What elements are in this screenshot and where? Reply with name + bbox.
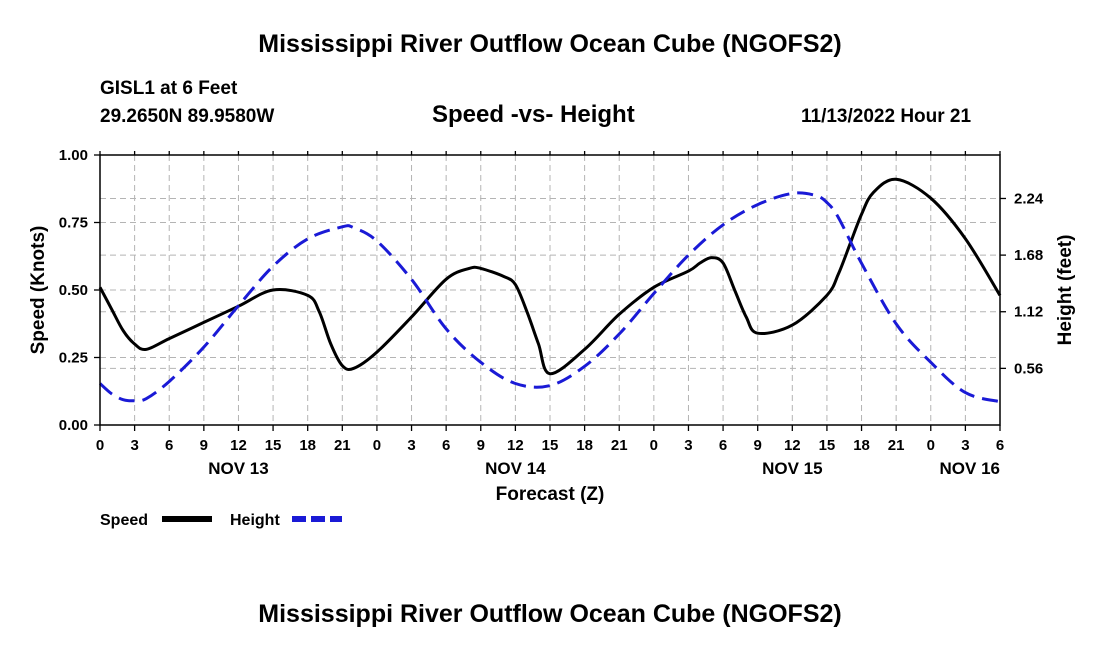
legend-speed-label: Speed (100, 512, 148, 529)
x-tick-label: 6 (165, 437, 173, 454)
y2-axis-title: Height (feet) (1055, 235, 1076, 346)
x-tick-label: 9 (754, 437, 762, 454)
x-tick-label: 6 (996, 437, 1004, 454)
x-tick-label: 21 (334, 437, 351, 454)
x-tick-label: 15 (265, 437, 282, 454)
x-tick-label: 0 (96, 437, 104, 454)
date-label: NOV 13 (208, 459, 268, 478)
y2-tick-label: 1.12 (1014, 304, 1043, 321)
x-tick-label: 0 (927, 437, 935, 454)
y-tick-label: 0.25 (59, 350, 88, 367)
y2-tick-label: 2.24 (1014, 190, 1044, 207)
speed-series-line (98, 177, 1002, 376)
x-tick-label: 9 (200, 437, 208, 454)
height-series-line (98, 191, 1001, 404)
x-tick-label: 6 (442, 437, 450, 454)
x-tick-label: 0 (373, 437, 381, 454)
datetime-label: 11/13/2022 Hour 21 (801, 106, 972, 127)
x-tick-label: 0 (650, 437, 658, 454)
date-label: NOV 14 (485, 459, 546, 478)
x-tick-label: 12 (507, 437, 524, 454)
y2-tick-label: 0.56 (1014, 360, 1043, 377)
coordinates-label: 29.2650N 89.9580W (100, 106, 275, 127)
y2-tick-label: 1.68 (1014, 247, 1043, 264)
chart-subtitle: Speed -vs- Height (432, 101, 635, 128)
y-tick-label: 0.50 (59, 282, 88, 299)
x-tick-label: 18 (576, 437, 593, 454)
x-tick-label: 12 (230, 437, 247, 454)
x-tick-label: 3 (684, 437, 692, 454)
x-tick-label: 15 (819, 437, 836, 454)
x-tick-label: 3 (407, 437, 415, 454)
x-tick-label: 18 (299, 437, 316, 454)
y-axis-title: Speed (Knots) (28, 226, 49, 355)
x-tick-label: 21 (611, 437, 628, 454)
y-tick-label: 0.00 (59, 417, 88, 434)
y-tick-label: 1.00 (59, 147, 88, 164)
x-tick-label: 12 (784, 437, 801, 454)
x-tick-label: 21 (888, 437, 905, 454)
x-axis-title: Forecast (Z) (496, 484, 605, 505)
station-label: GISL1 at 6 Feet (100, 78, 238, 99)
page-title: Mississippi River Outflow Ocean Cube (NG… (258, 30, 842, 58)
x-tick-label: 15 (542, 437, 559, 454)
legend-height-label: Height (230, 512, 280, 529)
y-tick-label: 0.75 (59, 215, 88, 232)
x-tick-label: 3 (130, 437, 138, 454)
x-tick-label: 9 (477, 437, 485, 454)
x-tick-label: 18 (853, 437, 870, 454)
x-tick-label: 3 (961, 437, 969, 454)
bottom-title: Mississippi River Outflow Ocean Cube (NG… (258, 600, 842, 628)
date-label: NOV 15 (762, 459, 822, 478)
date-label: NOV 16 (940, 459, 1000, 478)
x-tick-label: 6 (719, 437, 727, 454)
